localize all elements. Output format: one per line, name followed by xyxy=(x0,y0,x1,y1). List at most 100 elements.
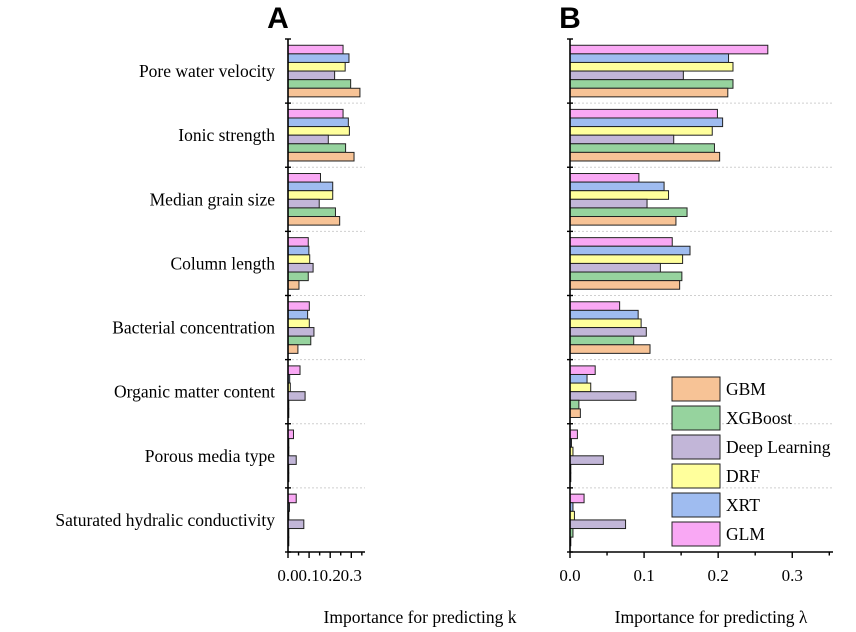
bar-deep-learning xyxy=(569,391,637,401)
category-label: Saturated hydralic conductivity xyxy=(55,510,275,530)
bar-drf xyxy=(569,190,670,200)
legend-swatch-xgboost xyxy=(671,405,721,431)
bar-glm xyxy=(569,108,718,119)
bar-glm xyxy=(569,173,640,183)
bar-deep-learning xyxy=(569,519,627,530)
bar-gbm xyxy=(569,344,651,354)
x-tick-label: 0.3 xyxy=(782,566,803,585)
bar-gbm xyxy=(287,151,355,162)
bar-xgboost xyxy=(569,335,635,346)
category-label: Porous media type xyxy=(145,446,275,466)
bar-xgboost xyxy=(287,143,347,153)
legend-swatch-drf xyxy=(671,463,721,489)
x-tick-label: 0.0 xyxy=(277,566,298,585)
bar-deep-learning xyxy=(287,70,336,81)
category-label: Bacterial concentration xyxy=(112,318,275,338)
x-tick-label: 0.1 xyxy=(633,566,654,585)
bar-drf xyxy=(569,254,684,264)
bar-xgboost xyxy=(569,399,580,410)
bar-xgboost xyxy=(287,207,336,218)
bar-xgboost xyxy=(569,207,688,218)
x-tick-label: 0.2 xyxy=(320,566,341,585)
bar-gbm xyxy=(287,344,299,354)
bar-glm xyxy=(287,365,301,375)
bar-glm xyxy=(569,493,585,504)
bar-drf xyxy=(287,126,350,136)
bar-deep-learning xyxy=(569,198,648,209)
bar-glm xyxy=(287,301,310,311)
category-label: Pore water velocity xyxy=(139,61,275,81)
bar-deep-learning xyxy=(287,262,314,273)
bar-gbm xyxy=(287,280,300,290)
bar-xgboost xyxy=(287,335,312,346)
bar-drf xyxy=(569,61,734,72)
bar-xrt xyxy=(569,245,691,256)
legend-swatch-xrt xyxy=(671,492,721,518)
x-axis-title: Importance for predicting λ xyxy=(615,607,808,627)
panel-a: A Pore water velocity Ionic strength Median… xyxy=(55,2,516,627)
bar-drf xyxy=(287,318,310,329)
bar-deep-learning xyxy=(569,134,675,145)
bar-xrt xyxy=(569,117,724,128)
bar-deep-learning xyxy=(287,519,305,530)
bar-xrt xyxy=(569,309,639,320)
bar-glm xyxy=(569,237,673,247)
bar-drf xyxy=(569,126,713,136)
panel-label: B xyxy=(559,2,581,35)
category-label: Median grain size xyxy=(150,189,276,209)
bar-gbm xyxy=(287,87,361,98)
bar-xrt xyxy=(287,309,309,320)
bar-xrt xyxy=(569,181,665,192)
bar-deep-learning xyxy=(569,327,647,337)
bar-xrt xyxy=(287,117,349,128)
bar-glm xyxy=(287,108,344,119)
legend-label: XGBoost xyxy=(726,408,792,428)
legend-swatch-gbm xyxy=(671,376,721,402)
legend: GBM XGBoost Deep Learning DRF XRT GLM xyxy=(671,376,831,547)
bar-glm xyxy=(287,173,321,183)
bar-deep-learning xyxy=(287,134,329,145)
bar-deep-learning xyxy=(569,70,684,81)
bar-gbm xyxy=(287,216,341,226)
bar-glm xyxy=(287,429,294,440)
bar-glm xyxy=(287,237,309,247)
bar-drf xyxy=(287,254,311,264)
bar-gbm xyxy=(569,87,729,98)
legend-label: GLM xyxy=(726,524,765,544)
bar-gbm xyxy=(569,216,677,226)
bar-xrt xyxy=(287,245,310,256)
bar-glm xyxy=(569,301,621,311)
legend-label: GBM xyxy=(726,379,766,399)
bar-xrt xyxy=(569,53,730,63)
bar-deep-learning xyxy=(569,455,604,465)
panel-label: A xyxy=(267,2,289,35)
bar-glm xyxy=(569,365,596,375)
bar-xgboost xyxy=(287,79,352,89)
bar-drf xyxy=(287,190,334,200)
bar-gbm xyxy=(569,408,581,418)
bar-deep-learning xyxy=(287,455,297,465)
bar-xgboost xyxy=(569,143,715,153)
panel-b: B 0.0 0.1 0.2 0.3 Importance for predicting λ xyxy=(559,2,833,627)
bar-xgboost xyxy=(569,79,734,89)
category-label: Column length xyxy=(170,253,275,273)
bar-xgboost xyxy=(569,271,683,282)
bar-drf xyxy=(287,61,346,72)
bar-glm xyxy=(569,44,769,55)
bar-drf xyxy=(569,382,592,393)
category-label: Ionic strength xyxy=(178,125,275,145)
bar-xgboost xyxy=(287,271,309,282)
bar-drf xyxy=(569,318,642,329)
bar-xrt xyxy=(287,53,350,63)
bar-gbm xyxy=(569,151,721,162)
bar-deep-learning xyxy=(287,391,306,401)
legend-swatch-glm xyxy=(671,521,721,547)
bar-glm xyxy=(287,44,344,55)
x-axis-title: Importance for predicting k xyxy=(324,607,517,627)
legend-label: Deep Learning xyxy=(726,437,831,457)
bar-xrt xyxy=(287,181,334,192)
bar-glm xyxy=(287,493,297,504)
bar-deep-learning xyxy=(569,262,661,273)
legend-label: DRF xyxy=(726,466,760,486)
